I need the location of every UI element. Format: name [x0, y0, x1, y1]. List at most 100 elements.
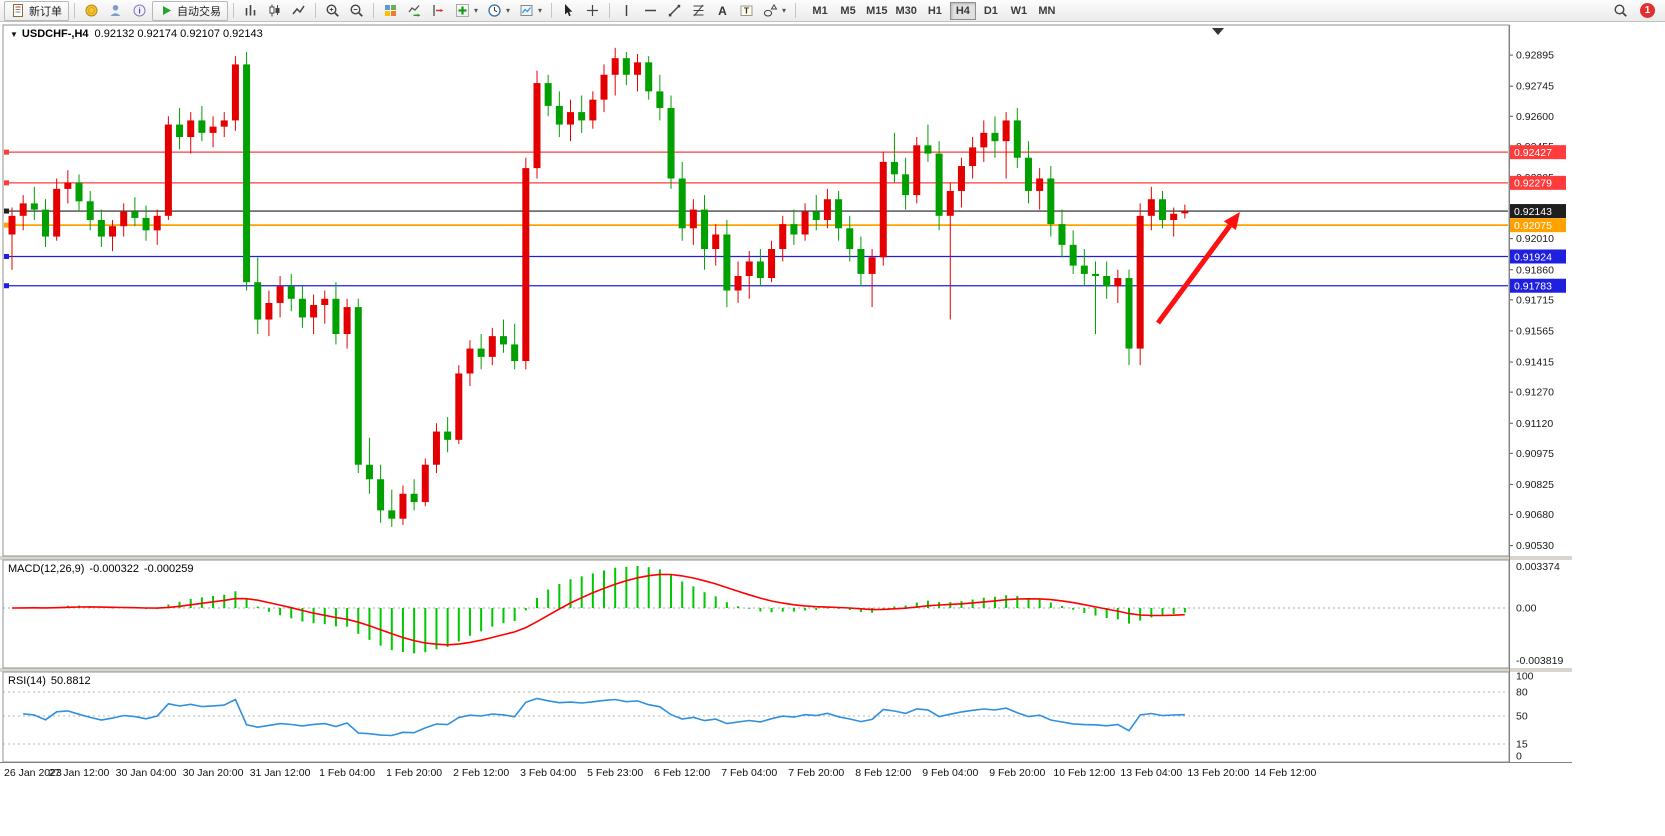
macd-label: MACD(12,26,9): [8, 563, 85, 575]
timeframe-m5[interactable]: M5: [835, 2, 861, 20]
line-chart-button[interactable]: [287, 1, 310, 21]
candle-body: [1170, 213, 1178, 220]
candle-body: [533, 83, 541, 169]
trend-arrow[interactable]: [1155, 224, 1232, 325]
candle-body: [410, 493, 418, 503]
svg-text:13 Feb 20:00: 13 Feb 20:00: [1187, 767, 1249, 779]
svg-text:-0.003819: -0.003819: [1516, 655, 1563, 667]
vertical-line-button[interactable]: [615, 1, 638, 21]
crosshair-button[interactable]: [581, 1, 604, 21]
new-order-label: 新订单: [29, 5, 62, 18]
hline-objects: [4, 149, 1508, 289]
main-chart-pane[interactable]: [2, 24, 1510, 557]
candle-body: [645, 62, 653, 92]
candle-body: [723, 234, 731, 291]
candle-body: [466, 348, 474, 374]
timeframe-d1[interactable]: D1: [978, 2, 1004, 20]
timeframe-m30[interactable]: M30: [892, 2, 919, 20]
timeframe-w1[interactable]: W1: [1006, 2, 1032, 20]
accounts-button[interactable]: [104, 1, 127, 21]
candle-body: [567, 112, 574, 125]
macd-pane[interactable]: [2, 559, 1510, 669]
svg-text:0.91783: 0.91783: [1514, 281, 1552, 293]
zoom-out-icon: [350, 4, 363, 17]
auto-scroll-button[interactable]: [403, 1, 426, 21]
trendline-button[interactable]: [663, 1, 686, 21]
indicators-button[interactable]: ▾: [451, 1, 482, 21]
symbol-dropdown-icon[interactable]: ▼: [10, 30, 18, 39]
candle-body: [756, 261, 764, 279]
toolbar-separator: [795, 3, 797, 18]
svg-text:0.91565: 0.91565: [1516, 325, 1554, 337]
tile-windows-button[interactable]: [379, 1, 402, 21]
add-indicator-icon: [456, 4, 469, 17]
candle-body: [1080, 265, 1088, 274]
fibonacci-icon: [693, 4, 704, 17]
timeframe-h1[interactable]: H1: [922, 2, 948, 20]
svg-text:0.92010: 0.92010: [1516, 233, 1554, 245]
notification-badge[interactable]: 1: [1640, 3, 1655, 18]
svg-text:1 Feb 20:00: 1 Feb 20:00: [386, 767, 442, 779]
info-button[interactable]: i: [128, 1, 151, 21]
rsi-value: 50.8812: [50, 675, 91, 687]
search-button[interactable]: [1609, 1, 1632, 21]
vertical-line-icon: [625, 5, 628, 16]
pane-splitter[interactable]: [0, 556, 1572, 560]
chart-shift-button[interactable]: [427, 1, 450, 21]
svg-text:50: 50: [1516, 711, 1528, 723]
candle-body: [790, 224, 798, 235]
hline-handle[interactable]: [4, 180, 9, 186]
symbols-button[interactable]: [80, 1, 103, 21]
periods-button[interactable]: ▾: [483, 1, 514, 21]
text-tool-button[interactable]: A: [711, 1, 734, 21]
svg-text:0.90680: 0.90680: [1516, 509, 1554, 521]
shapes-button[interactable]: ▾: [759, 1, 790, 21]
candle-body: [265, 302, 273, 320]
timeframe-h4[interactable]: H4: [949, 1, 976, 20]
toolbar-separator: [74, 3, 75, 18]
new-order-button[interactable]: 新订单: [4, 0, 69, 21]
templates-button[interactable]: ▾: [515, 1, 546, 21]
candle-body: [890, 161, 898, 175]
cursor-button[interactable]: [557, 1, 580, 21]
hline-handle[interactable]: [4, 283, 9, 289]
candle-body: [298, 298, 306, 318]
timeframe-m15[interactable]: M15: [863, 2, 890, 20]
candle-body: [857, 249, 865, 274]
coin-icon: [85, 4, 98, 17]
macd-signal-line: [11, 573, 1185, 646]
macd-title: MACD(12,26,9) -0.000322 -0.000259: [8, 563, 194, 575]
zoom-in-button[interactable]: [321, 1, 344, 21]
candle-body: [377, 479, 385, 511]
bar-chart-button[interactable]: [239, 1, 262, 21]
candle-body: [555, 105, 563, 125]
candle-body: [488, 336, 496, 357]
fibonacci-button[interactable]: [687, 1, 710, 21]
hline-handle[interactable]: [4, 222, 9, 228]
svg-text:8 Feb 12:00: 8 Feb 12:00: [855, 767, 911, 779]
trend-arrow-head[interactable]: [1223, 212, 1240, 231]
hline-handle[interactable]: [4, 149, 9, 155]
candle-body: [176, 124, 184, 138]
chart-shift-marker[interactable]: [1212, 28, 1224, 35]
hline-handle[interactable]: [4, 208, 9, 214]
autotrading-button[interactable]: 自动交易: [152, 0, 228, 21]
pane-splitter[interactable]: [0, 668, 1572, 672]
tile-windows-icon: [385, 5, 396, 16]
horizontal-line-button[interactable]: [639, 1, 662, 21]
label-tool-button[interactable]: T: [735, 1, 758, 21]
horizontal-line-icon: [645, 9, 657, 12]
hline-handle[interactable]: [4, 253, 9, 259]
rsi-pane[interactable]: [2, 671, 1510, 763]
candlestick-chart-button[interactable]: [263, 1, 286, 21]
candle-body: [131, 211, 139, 218]
timeframe-mn[interactable]: MN: [1034, 2, 1060, 20]
price-badge: [1510, 204, 1566, 219]
candle-body: [835, 199, 843, 229]
zoom-out-button[interactable]: [345, 1, 368, 21]
candle-body: [477, 348, 485, 357]
toolbar-separator: [233, 3, 234, 18]
timeframe-m1[interactable]: M1: [807, 2, 833, 20]
